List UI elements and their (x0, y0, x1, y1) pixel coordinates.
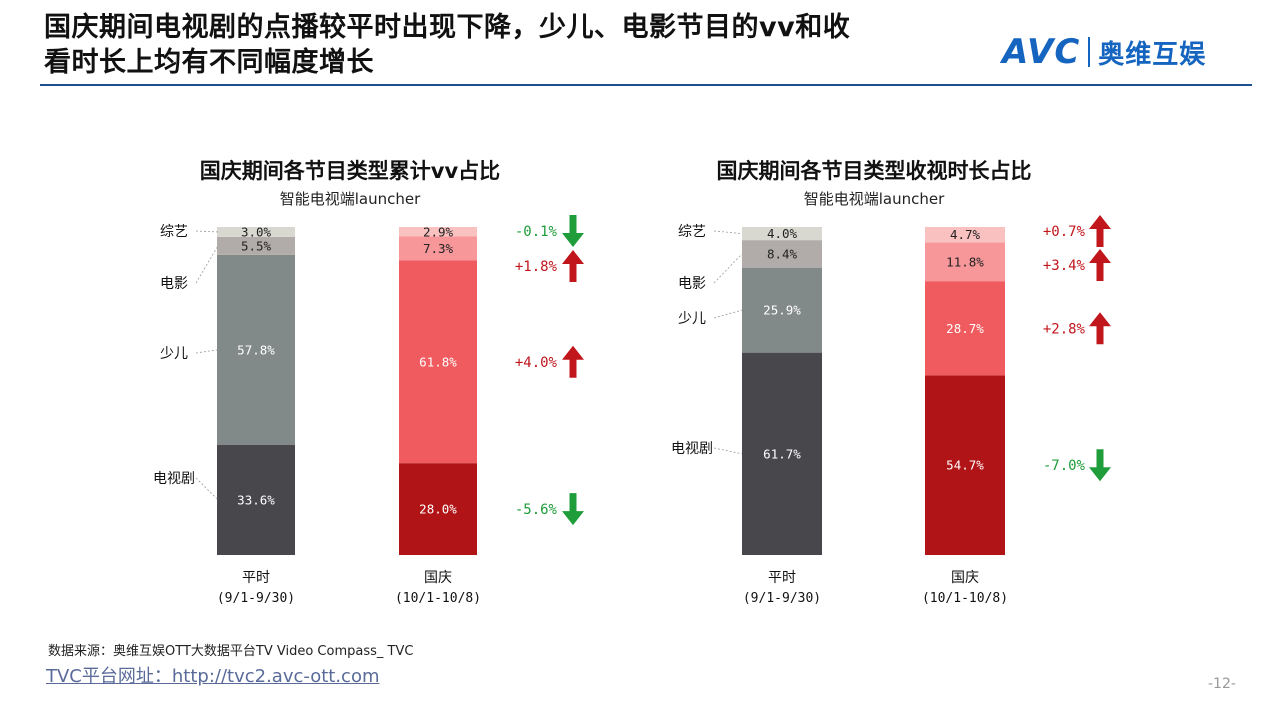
chart-0-leader-2 (195, 245, 219, 284)
page-number: -12- (1208, 676, 1236, 692)
chart-0-cat-1: 国庆 (424, 570, 452, 586)
chart-0-label-0-2: 5.5% (241, 238, 272, 253)
chart-1-arrow-1 (1089, 312, 1111, 345)
chart-1-label-0-3: 4.0% (767, 226, 798, 241)
chart-1-bar-0-2 (742, 240, 822, 268)
chart-0-arrow-3 (562, 215, 584, 247)
chart-1-series-name-1: 少儿 (678, 311, 706, 327)
chart-1-change-3: +0.7% (1043, 224, 1086, 240)
chart-0-label-1-2: 7.3% (423, 241, 454, 256)
chart-0-arrow-2 (562, 250, 584, 282)
chart-0-bar-0-2 (217, 236, 295, 255)
chart-1-series-name-3: 综艺 (678, 224, 706, 240)
chart-1-arrow-3 (1089, 215, 1111, 247)
chart-0-leader-0 (195, 477, 219, 501)
page-title-line1: 国庆期间电视剧的点播较平时出现下降，少儿、电影节目的vv和收 (44, 12, 851, 43)
chart-0-bar-1-2 (399, 236, 477, 261)
chart-1-leader-3 (713, 230, 743, 234)
chart-1-bar-0-1 (742, 267, 822, 353)
chart-1-series-name-2: 电影 (678, 276, 706, 292)
chart-0-label-0-3: 3.0% (241, 224, 272, 239)
chart-1-bar-1-0 (925, 375, 1005, 555)
chart-0-period-0: (9/1-9/30) (217, 591, 295, 606)
chart-1-leader-1 (713, 309, 743, 319)
chart-0-change-0: -5.6% (515, 502, 558, 518)
chart-1-leader-2 (713, 253, 743, 284)
logo-avc-text: AVC (1002, 32, 1081, 72)
chart-1-change-1: +2.8% (1043, 321, 1086, 337)
chart-1-bar-1-2 (925, 242, 1005, 282)
chart-0-bar-0-1 (217, 254, 295, 445)
header-divider (40, 84, 1252, 86)
chart-1-leader-0 (713, 447, 743, 455)
chart-1-label-0-0: 61.7% (763, 446, 801, 461)
chart-0-bar-1-1 (399, 260, 477, 464)
logo-separator (1088, 37, 1091, 67)
chart-0-label-1-0: 28.0% (419, 502, 457, 517)
chart-0-series-name-1: 少儿 (160, 346, 188, 362)
chart-0-series-name-0: 电视剧 (153, 471, 195, 487)
chart-0-cat-0: 平时 (242, 570, 270, 586)
chart-0-bar-1-0 (399, 463, 477, 555)
chart-1-bar-1-1 (925, 281, 1005, 376)
chart-0-label-1-1: 61.8% (419, 354, 457, 369)
logo-cn-text: 奥维互娱 (1098, 39, 1207, 70)
chart-0-period-1: (10/1-10/8) (395, 591, 481, 606)
chart-1-cat-1: 国庆 (951, 570, 979, 586)
chart-0-arrow-0 (562, 493, 584, 526)
chart-0-series-name-2: 电影 (160, 276, 188, 292)
chart-0-arrow-1 (562, 345, 584, 378)
chart-1-bar-1-3 (925, 227, 1005, 243)
chart-1-bar-0-3 (742, 227, 822, 241)
chart-1-title: 国庆期间各节目类型收视时长占比 (717, 159, 1032, 183)
chart-0-change-3: -0.1% (515, 224, 558, 240)
chart-1-label-0-2: 8.4% (767, 246, 798, 261)
chart-1-label-1-0: 54.7% (946, 458, 984, 473)
chart-1-cat-0: 平时 (768, 570, 796, 586)
chart-0-change-2: +1.8% (515, 259, 558, 275)
chart-1-arrow-0 (1089, 449, 1111, 482)
chart-1-series-name-0: 电视剧 (671, 441, 713, 457)
chart-0-leader-3 (195, 230, 219, 233)
chart-0-bar-0-3 (217, 227, 295, 237)
chart-1-label-1-1: 28.7% (946, 321, 984, 336)
platform-url-link[interactable]: TVC平台网址：http://tvc2.avc-ott.com (46, 666, 380, 687)
chart-0-label-0-1: 57.8% (237, 342, 275, 357)
chart-1-bar-0-0 (742, 352, 822, 555)
chart-0-label-1-3: 2.9% (423, 224, 454, 239)
chart-1-period-0: (9/1-9/30) (743, 591, 821, 606)
page-title-line2: 看时长上均有不同幅度增长 (44, 47, 374, 78)
chart-0-title: 国庆期间各节目类型累计vv占比 (200, 159, 500, 183)
chart-1-label-1-3: 4.7% (950, 227, 981, 242)
page-title: 国庆期间电视剧的点播较平时出现下降，少儿、电影节目的vv和收 看时长上均有不同幅… (44, 10, 994, 80)
chart-1-label-0-1: 25.9% (763, 303, 801, 318)
chart-0-bar-0-0 (217, 444, 295, 555)
chart-0-subtitle: 智能电视端launcher (280, 190, 421, 208)
brand-logo: AVC 奥维互娱 (1002, 30, 1206, 74)
chart-1-arrow-2 (1089, 249, 1111, 281)
chart-0-leader-1 (195, 349, 219, 354)
chart-0-bar-1-3 (399, 227, 477, 237)
chart-1-period-1: (10/1-10/8) (922, 591, 1008, 606)
chart-1-subtitle: 智能电视端launcher (804, 190, 945, 208)
chart-1-change-0: -7.0% (1043, 458, 1086, 474)
chart-1-change-2: +3.4% (1043, 258, 1086, 274)
chart-0-label-0-0: 33.6% (237, 492, 275, 507)
chart-0-series-name-3: 综艺 (160, 224, 188, 240)
data-source-note: 数据来源：奥维互娱OTT大数据平台TV Video Compass_ TVC (48, 644, 414, 659)
chart-0-change-1: +4.0% (515, 355, 558, 371)
chart-1-label-1-2: 11.8% (946, 254, 984, 269)
